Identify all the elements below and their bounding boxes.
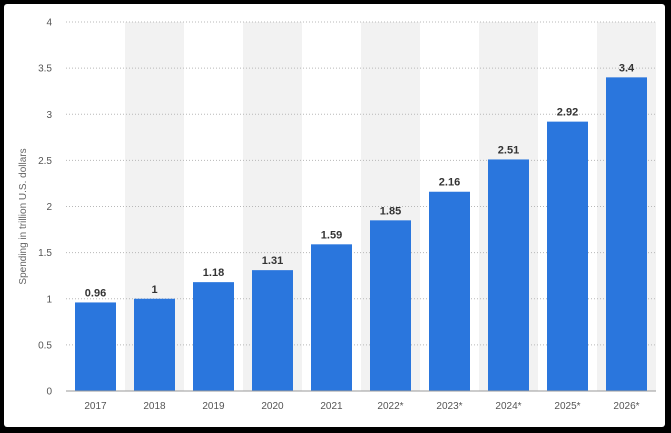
- value-labels: 0.96 1 1.18 1.31 1.59 1.85 2.16 2.51 2.92 3.4: [85, 62, 635, 299]
- data-label: 2.92: [557, 107, 578, 119]
- data-label: 1.59: [321, 229, 342, 241]
- y-tick-label: 3: [46, 110, 52, 121]
- data-label: 1.85: [380, 205, 401, 217]
- x-tick-label: 2017: [84, 401, 107, 412]
- chart-frame: 0.96 1 1.18 1.31 1.59 1.85 2.16 2.51 2.92 3.4 201…: [4, 4, 665, 427]
- y-tick-label: 3.5: [38, 64, 52, 75]
- bar: [547, 121, 588, 391]
- bar: [311, 244, 352, 391]
- y-axis-label: Spending in trillion U.S. dollars: [18, 148, 29, 284]
- x-tick-label: 2025*: [554, 401, 580, 412]
- y-tick-label: 0: [46, 387, 52, 398]
- bar: [193, 282, 234, 391]
- bar: [429, 191, 470, 391]
- data-label: 3.4: [619, 62, 635, 74]
- y-tick-label: 2: [46, 202, 52, 213]
- x-tick-label: 2026*: [613, 401, 639, 412]
- data-label: 2.16: [439, 177, 460, 189]
- x-tick-label: 2024*: [495, 401, 521, 412]
- bar: [370, 220, 411, 391]
- data-label: 1.31: [262, 255, 283, 267]
- y-tick-label: 2.5: [38, 156, 52, 167]
- y-tick-label: 1.5: [38, 248, 52, 259]
- bar-chart: 0.96 11.181.311.591.852.162.512.923.4 201…: [18, 18, 656, 412]
- data-label: 1: [151, 284, 157, 296]
- bar: [488, 159, 529, 391]
- x-tick-label: 2023*: [436, 401, 462, 412]
- y-axis: 0 0.5 1 1.5 2 2.5 3 3.5 4: [38, 18, 52, 398]
- data-label: 0.96: [85, 287, 106, 299]
- x-tick-label: 2020: [261, 401, 284, 412]
- y-tick-label: 1: [46, 294, 52, 305]
- data-label: 2.51: [498, 144, 519, 156]
- gridlines: [66, 21, 656, 346]
- bar: [606, 77, 647, 391]
- bars: [75, 77, 647, 391]
- data-label: 1.18: [203, 267, 224, 279]
- bar: [252, 270, 293, 391]
- x-axis: 2017 2018 2019 2020 2021 2022* 2023* 2024* 2025*…: [66, 390, 656, 412]
- x-tick-label: 2022*: [377, 401, 403, 412]
- bar: [75, 302, 116, 391]
- x-tick-label: 2018: [143, 401, 166, 412]
- y-tick-label: 4: [46, 18, 52, 29]
- y-tick-label: 0.5: [38, 340, 52, 351]
- x-tick-label: 2021: [320, 401, 343, 412]
- x-tick-label: 2019: [202, 401, 225, 412]
- bar: [134, 298, 175, 391]
